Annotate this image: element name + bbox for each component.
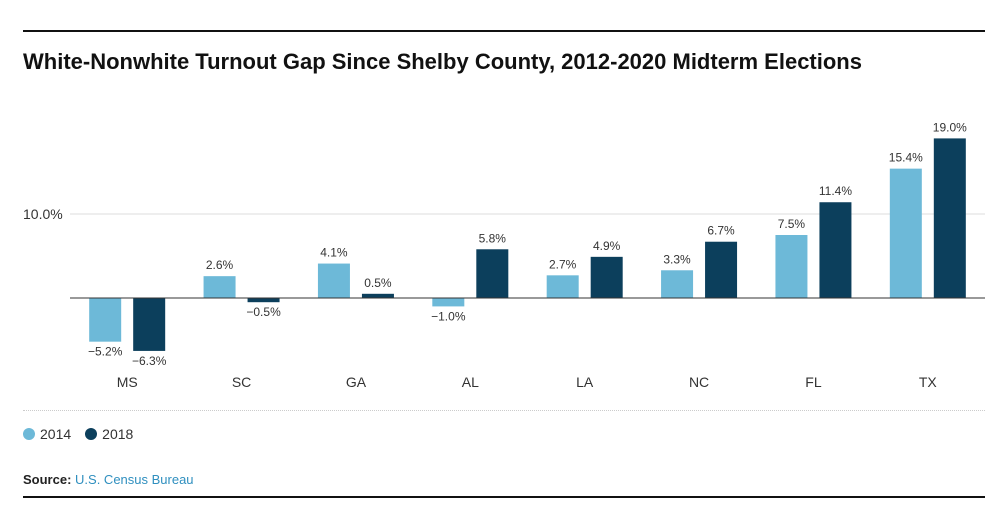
legend-swatch-2014 bbox=[23, 428, 35, 440]
x-tick-label-AL: AL bbox=[462, 374, 479, 390]
bar-FL-2018 bbox=[819, 202, 852, 298]
bar-GA-2018 bbox=[361, 293, 394, 298]
bar-SC-2018 bbox=[247, 298, 280, 303]
x-tick-label-NC: NC bbox=[689, 374, 709, 390]
x-tick-label-SC: SC bbox=[232, 374, 251, 390]
data-label-TX-2018: 19.0% bbox=[933, 120, 967, 134]
data-label-MS-2014: −5.2% bbox=[88, 345, 123, 359]
x-tick-label-MS: MS bbox=[117, 374, 138, 390]
source-note: Source: U.S. Census Bureau bbox=[23, 472, 194, 487]
source-label: Source: bbox=[23, 472, 72, 487]
source-link[interactable]: U.S. Census Bureau bbox=[75, 472, 194, 487]
x-tick-label-GA: GA bbox=[346, 374, 367, 390]
data-label-GA-2014: 4.1% bbox=[320, 246, 348, 260]
bar-chart: 10.0% −5.2% −6.3% MS 2.6% −0.5% SC 4.1% 0.5% GA −1… bbox=[23, 120, 985, 390]
bar-MS-2014 bbox=[89, 298, 122, 342]
data-label-SC-2018: −0.5% bbox=[246, 305, 281, 319]
bar-TX-2018 bbox=[933, 138, 966, 298]
data-label-TX-2014: 15.4% bbox=[889, 151, 923, 165]
data-label-FL-2018: 11.4% bbox=[819, 184, 852, 198]
legend-label-2018: 2018 bbox=[102, 426, 134, 442]
bar-TX-2014 bbox=[889, 168, 922, 298]
data-label-LA-2018: 4.9% bbox=[593, 239, 621, 253]
y-tick-label: 10.0% bbox=[23, 206, 63, 222]
bar-LA-2018 bbox=[590, 256, 623, 298]
bar-GA-2014 bbox=[317, 263, 350, 298]
top-rule bbox=[23, 30, 985, 32]
legend: 2014 2018 bbox=[23, 426, 147, 442]
x-tick-label-FL: FL bbox=[805, 374, 822, 390]
bar-FL-2014 bbox=[775, 235, 808, 298]
bottom-rule bbox=[23, 496, 985, 498]
x-tick-label-TX: TX bbox=[919, 374, 938, 390]
legend-item-2018: 2018 bbox=[85, 426, 133, 442]
data-label-LA-2014: 2.7% bbox=[549, 257, 577, 271]
data-label-NC-2018: 6.7% bbox=[707, 224, 735, 238]
data-label-NC-2014: 3.3% bbox=[663, 252, 691, 266]
bar-SC-2014 bbox=[203, 276, 236, 298]
data-label-MS-2018: −6.3% bbox=[132, 354, 167, 368]
legend-item-2014: 2014 bbox=[23, 426, 71, 442]
data-label-AL-2018: 5.8% bbox=[479, 231, 507, 245]
bar-MS-2018 bbox=[133, 298, 166, 351]
legend-swatch-2018 bbox=[85, 428, 98, 440]
data-label-SC-2014: 2.6% bbox=[206, 258, 234, 272]
legend-separator bbox=[23, 410, 985, 411]
bar-AL-2014 bbox=[432, 298, 465, 307]
bar-NC-2018 bbox=[705, 241, 738, 298]
data-label-GA-2018: 0.5% bbox=[364, 276, 392, 290]
data-label-FL-2014: 7.5% bbox=[778, 217, 806, 231]
data-label-AL-2014: −1.0% bbox=[431, 309, 466, 323]
bar-LA-2014 bbox=[546, 275, 579, 298]
x-tick-label-LA: LA bbox=[576, 374, 594, 390]
bar-AL-2018 bbox=[476, 249, 509, 298]
chart-title: White-Nonwhite Turnout Gap Since Shelby … bbox=[23, 49, 862, 74]
legend-label-2014: 2014 bbox=[40, 426, 72, 442]
bar-NC-2014 bbox=[661, 270, 694, 298]
